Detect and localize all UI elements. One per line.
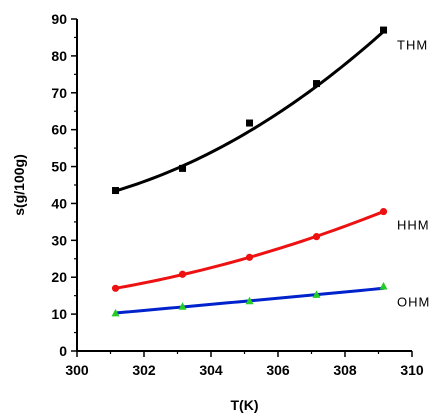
y-tick-label-60: 60 bbox=[51, 122, 67, 138]
series-labels: THM HHM OHM bbox=[397, 38, 430, 310]
hhm-point-2 bbox=[178, 270, 187, 278]
hhm-point-3 bbox=[245, 253, 254, 261]
ohm-point-5 bbox=[379, 281, 388, 290]
hhm-fit-line bbox=[114, 210, 386, 290]
thm-fit-line bbox=[114, 30, 386, 193]
x-tick-label-300: 300 bbox=[65, 362, 89, 378]
ohm-point-3 bbox=[245, 296, 254, 305]
hhm-point-4 bbox=[312, 233, 321, 241]
plot-area bbox=[111, 26, 388, 317]
thm-point-2 bbox=[179, 164, 187, 172]
y-tick-label-20: 20 bbox=[51, 269, 67, 285]
hhm-point-1 bbox=[111, 284, 120, 292]
ohm-point-1 bbox=[111, 308, 120, 317]
y-tick-label-80: 80 bbox=[51, 48, 67, 64]
x-tick-label-310: 310 bbox=[400, 362, 424, 378]
x-tick-label-308: 308 bbox=[333, 362, 357, 378]
ohm-label: OHM bbox=[397, 294, 430, 309]
hhm-point-5 bbox=[379, 207, 388, 216]
x-tick-label-306: 306 bbox=[266, 362, 290, 378]
thm-point-1 bbox=[112, 187, 120, 195]
thm-label: THM bbox=[397, 38, 428, 53]
ohm-point-2 bbox=[178, 302, 187, 310]
y-tick-label-10: 10 bbox=[51, 306, 67, 322]
y-tick-label-40: 40 bbox=[51, 195, 67, 211]
x-axis-title: T(K) bbox=[231, 397, 259, 413]
thm-point-5 bbox=[380, 26, 388, 34]
y-tick-label-50: 50 bbox=[51, 159, 67, 175]
y-tick-label-90: 90 bbox=[51, 11, 67, 27]
y-tick-label-30: 30 bbox=[51, 232, 67, 248]
ohm-point-4 bbox=[312, 290, 321, 298]
y-axis-title: s(g/100g) bbox=[11, 154, 27, 215]
thm-point-4 bbox=[313, 80, 321, 88]
x-tick-label-302: 302 bbox=[132, 362, 156, 378]
thm-point-3 bbox=[246, 119, 254, 127]
hhm-label: HHM bbox=[397, 218, 430, 233]
y-tick-label-70: 70 bbox=[51, 85, 67, 101]
axes: 300 302 304 306 308 310 0 10 20 30 40 50 60 70 80 90 bbox=[51, 11, 423, 378]
x-tick-label-304: 304 bbox=[199, 362, 223, 378]
y-tick-label-0: 0 bbox=[59, 343, 67, 359]
